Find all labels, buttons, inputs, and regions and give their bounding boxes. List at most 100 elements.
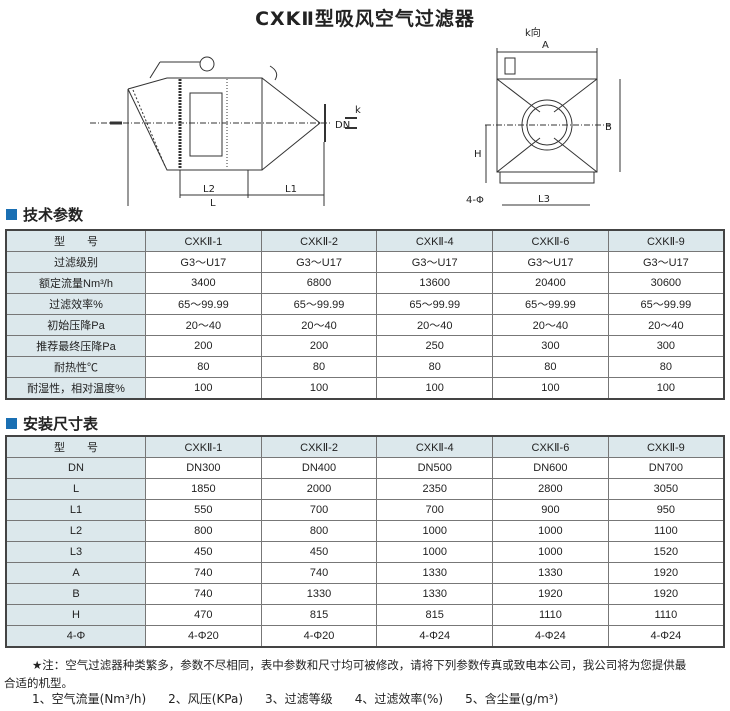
table-cell: 740 <box>145 583 262 605</box>
table-cell: 3400 <box>145 272 262 294</box>
table-row: 过滤效率% 65～99.99 65～99.99 65～99.99 65～99.99 65～… <box>5 293 725 315</box>
table-cell: 1000 <box>492 541 609 563</box>
table-cell: CXKⅡ-9 <box>607 435 725 458</box>
row-label-cell: L <box>5 478 146 500</box>
row-label-cell: L3 <box>5 541 146 563</box>
table-row: L3 450 450 1000 1000 1520 <box>5 541 725 563</box>
table-cell: CXKⅡ-1 <box>145 229 262 252</box>
row-label-cell: 过滤级别 <box>5 251 146 273</box>
table-cell: 250 <box>376 335 494 357</box>
table-cell: 3050 <box>607 478 725 500</box>
row-label-cell: 型 号 <box>5 435 146 458</box>
table-row: 推荐最终压降Pa 200 200 250 300 300 <box>5 335 725 357</box>
table-cell: 13600 <box>376 272 494 294</box>
note-item: 4、过滤效率(%) <box>354 692 444 706</box>
table-cell: 200 <box>145 335 262 357</box>
table-cell: 740 <box>145 562 262 584</box>
row-label-cell: B <box>5 583 146 605</box>
label-H: H <box>474 149 482 160</box>
section-dimensions: 安装尺寸表 <box>6 413 98 434</box>
table-cell: 1000 <box>376 520 494 542</box>
table-cell: 100 <box>492 377 609 400</box>
table-header-row: 型 号 CXKⅡ-1 CXKⅡ-2 CXKⅡ-4 CXKⅡ-6 CXKⅡ-9 <box>5 229 725 252</box>
table-cell: 550 <box>145 499 262 521</box>
table-cell: 1100 <box>607 520 725 542</box>
table-row: A 740 740 1330 1330 1920 <box>5 562 725 584</box>
table-cell: CXKⅡ-1 <box>145 435 262 458</box>
row-label-cell: 耐湿性，相对温度% <box>5 377 146 400</box>
table-row: 耐热性℃ 80 80 80 80 80 <box>5 356 725 378</box>
table-cell: 80 <box>145 356 262 378</box>
row-label-cell: DN <box>5 457 146 479</box>
table-cell: 700 <box>376 499 494 521</box>
label-L3: L3 <box>538 194 550 205</box>
note-text: ★注：空气过滤器种类繁多，参数不尽相同，表中参数和尺寸均可被修改，请将下列参数传… <box>32 658 687 672</box>
table-row: 过滤级别 G3～U17 G3～U17 G3～U17 G3～U17 G3～U17 <box>5 251 725 273</box>
table-row: B 740 1330 1330 1920 1920 <box>5 583 725 605</box>
table-cell: 450 <box>145 541 262 563</box>
table-row: 初始压降Pa 20～40 20～40 20～40 20～40 20～40 <box>5 314 725 336</box>
table-cell: 20～40 <box>145 314 262 336</box>
table-cell: 100 <box>607 377 725 400</box>
table-cell: 20～40 <box>492 314 609 336</box>
table-cell: CXKⅡ-2 <box>260 229 378 252</box>
table-row: 4-Φ 4-Φ20 4-Φ20 4-Φ24 4-Φ24 4-Φ24 <box>5 625 725 648</box>
row-label-cell: 耐热性℃ <box>5 356 146 378</box>
table-cell: G3～U17 <box>492 251 609 273</box>
label-L1: L1 <box>285 184 297 195</box>
table-cell: 740 <box>260 562 378 584</box>
table-cell: 470 <box>145 604 262 626</box>
table-cell: 700 <box>260 499 378 521</box>
table-cell: 450 <box>260 541 378 563</box>
table-cell: DN300 <box>145 457 262 479</box>
table-row: L2 800 800 1000 1000 1100 <box>5 520 725 542</box>
table-cell: G3～U17 <box>607 251 725 273</box>
table-cell: DN500 <box>376 457 494 479</box>
label-k-dir: k向 <box>525 26 541 39</box>
dimensions-table: 型 号 CXKⅡ-1 CXKⅡ-2 CXKⅡ-4 CXKⅡ-6 CXKⅡ-9 DN DN300… <box>5 435 725 648</box>
table-cell: 1330 <box>492 562 609 584</box>
filter-diagram: L2 L1 L DN k k向 A B H L3 4-Φ <box>90 26 621 206</box>
note-item: 1、空气流量(Nm³/h) <box>32 692 147 706</box>
table-cell: 950 <box>607 499 725 521</box>
section-heading: 安装尺寸表 <box>23 415 99 433</box>
table-cell: 2000 <box>260 478 378 500</box>
table-cell: 80 <box>376 356 494 378</box>
table-cell: 1920 <box>607 562 725 584</box>
table-cell: 20～40 <box>376 314 494 336</box>
table-cell: DN700 <box>607 457 725 479</box>
table-row: L1 550 700 700 900 950 <box>5 499 725 521</box>
label-B: B <box>605 122 612 133</box>
table-cell: 1000 <box>492 520 609 542</box>
label-DN: DN <box>335 120 350 131</box>
table-cell: CXKⅡ-9 <box>607 229 725 252</box>
row-label-cell: L1 <box>5 499 146 521</box>
section-marker-icon <box>6 418 17 429</box>
table-cell: 1850 <box>145 478 262 500</box>
table-cell: 100 <box>260 377 378 400</box>
row-label-cell: H <box>5 604 146 626</box>
table-cell: 1330 <box>376 562 494 584</box>
table-cell: 1920 <box>492 583 609 605</box>
table-cell: CXKⅡ-6 <box>492 229 609 252</box>
table-cell: 100 <box>376 377 494 400</box>
row-label-cell: 初始压降Pa <box>5 314 146 336</box>
note-text-cont: 合适的机型。 <box>4 676 73 690</box>
table-cell: 4-Φ24 <box>607 625 725 648</box>
row-label-cell: 推荐最终压降Pa <box>5 335 146 357</box>
note: ★注：空气过滤器种类繁多，参数不尽相同，表中参数和尺寸均可被修改，请将下列参数传… <box>4 656 728 692</box>
note-item: 5、含尘量(g/m³) <box>465 692 559 706</box>
label-L2: L2 <box>203 184 215 195</box>
table-cell: 900 <box>492 499 609 521</box>
side-view: L2 L1 L DN k <box>90 56 361 206</box>
table-cell: CXKⅡ-6 <box>492 435 609 458</box>
table-cell: 800 <box>260 520 378 542</box>
table-cell: 2350 <box>376 478 494 500</box>
table-cell: 4-Φ24 <box>376 625 494 648</box>
table-cell: 20400 <box>492 272 609 294</box>
table-cell: DN400 <box>260 457 378 479</box>
table-cell: 815 <box>260 604 378 626</box>
table-cell: 300 <box>607 335 725 357</box>
table-cell: 65～99.99 <box>260 293 378 315</box>
row-label-cell: L2 <box>5 520 146 542</box>
